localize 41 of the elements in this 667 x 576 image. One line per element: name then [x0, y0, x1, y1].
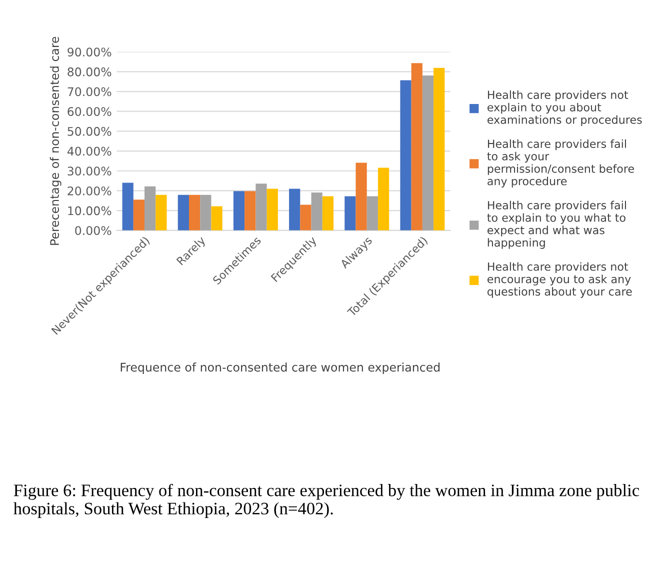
caption: Figure 6: Frequency of non-consent care experienced by the women in Jimma zone public hospitals, South West Ethiopia, 2023 (n=402).	[14, 484, 640, 518]
y-tick-label: 10.00%	[68, 206, 112, 216]
y-tick-label: 30.00%	[68, 166, 112, 176]
bar	[144, 186, 156, 230]
y-tick-label: 70.00%	[68, 87, 112, 96]
bar	[300, 204, 312, 230]
y-tick-label: 0.00%	[75, 226, 112, 236]
bar	[156, 194, 167, 230]
bar	[434, 68, 445, 230]
bar	[211, 206, 222, 230]
legend-label: Health care providers not encourage you to ask any questions about your care	[488, 262, 632, 298]
bar	[311, 192, 322, 230]
bar	[244, 191, 256, 230]
bar	[266, 188, 278, 230]
bar	[188, 194, 200, 230]
bar	[178, 194, 189, 230]
bar	[200, 194, 212, 230]
bar	[256, 184, 267, 230]
legend-label: Health care providers fail to ask your permission/consent before any procedure	[487, 139, 634, 188]
y-tick-label: 60.00%	[68, 107, 112, 116]
y-axis-title: Perecentage of non-consented care	[50, 36, 62, 245]
bar	[366, 196, 378, 230]
legend-label: Health care providers not explain to you about examinations or procedures	[488, 90, 642, 126]
bar	[133, 200, 145, 230]
bar	[356, 162, 367, 230]
bar	[378, 168, 390, 230]
x-axis-title: Frequence of non-consented care women experianced	[120, 362, 440, 374]
bar	[400, 80, 412, 230]
bar	[322, 196, 334, 230]
y-tick-label: 20.00%	[68, 186, 112, 196]
y-tick-label: 50.00%	[68, 126, 112, 136]
bar	[344, 196, 356, 230]
legend-label: Health care providers fail to explain to you what to expect and what was happening	[487, 200, 626, 249]
bar	[411, 63, 422, 230]
y-tick-label: 80.00%	[68, 67, 112, 76]
bar	[122, 182, 134, 230]
bar	[422, 75, 434, 230]
bar	[233, 191, 245, 230]
y-tick-label: 90.00%	[68, 48, 112, 56]
bar	[289, 188, 300, 230]
y-tick-label: 40.00%	[67, 146, 112, 156]
